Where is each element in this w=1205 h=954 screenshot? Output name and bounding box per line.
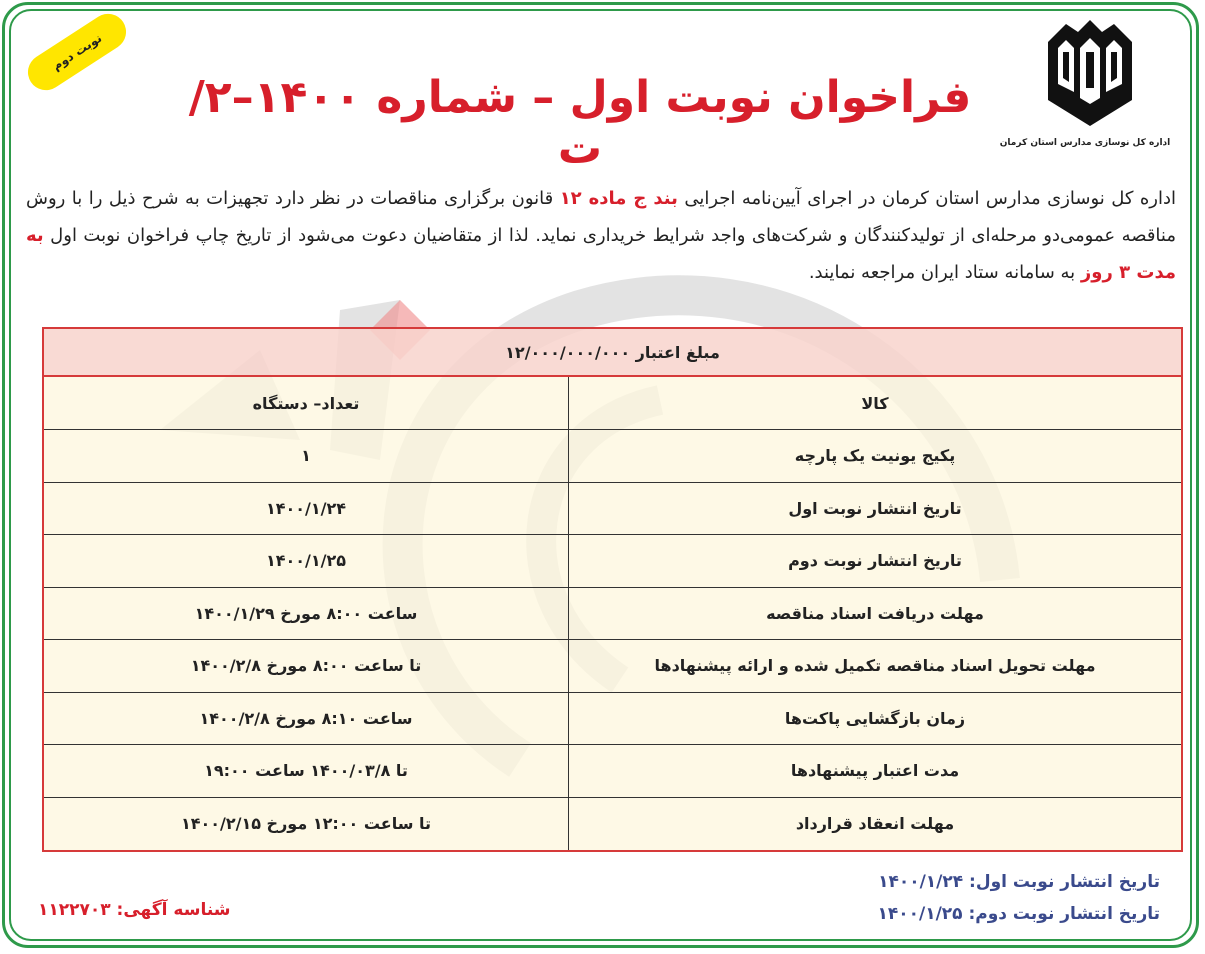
table-row: مهلت تحویل اسناد مناقصه تکمیل شده و ارائ… — [42, 639, 1183, 693]
table-cell-value: تا ۱۴۰۰/۰۳/۸ ساعت ۱۹:۰۰ — [42, 744, 569, 798]
intro-highlight-article: بند ج ماده ۱۲ — [559, 188, 678, 209]
table-cell-value: ۱۴۰۰/۱/۲۵ — [42, 534, 569, 588]
intro-highlight-duration: به مدت ۳ روز — [26, 225, 1176, 283]
table-cell-label: مدت اعتبار پیشنهادها — [568, 744, 1183, 798]
table-cell-label: تاریخ انتشار نوبت اول — [568, 481, 1183, 536]
intro-text: قانون برگزاری مناقصات در نظر دارد تجهیزا… — [26, 188, 1176, 246]
table-cell-label: پکیج یونیت یک پارچه — [568, 429, 1183, 483]
table-cell-label: زمان بازگشایی پاکت‌ها — [568, 691, 1183, 746]
ad-id: شناسه آگهی: ۱۱۲۲۷۰۳ — [38, 900, 231, 920]
table-cell-label: مهلت انعقاد قرارداد — [568, 796, 1183, 852]
table-row: مهلت انعقاد قرارداد تا ساعت ۱۲:۰۰ مورخ ۱۴… — [42, 796, 1183, 852]
table-row: تاریخ انتشار نوبت اول ۱۴۰۰/۱/۲۴ — [42, 481, 1183, 536]
table-cell-value: تا ساعت ۱۲:۰۰ مورخ ۱۴۰۰/۲/۱۵ — [42, 796, 569, 852]
table-cell-value: تا ساعت ۸:۰۰ مورخ ۱۴۰۰/۲/۸ — [42, 639, 569, 693]
table-cell-label: مهلت تحویل اسناد مناقصه تکمیل شده و ارائ… — [568, 639, 1183, 693]
organization-logo — [1048, 20, 1132, 126]
logo-caption: اداره کل نوسازی مدارس استان کرمان — [999, 138, 1171, 148]
table-row: مدت اعتبار پیشنهادها تا ۱۴۰۰/۰۳/۸ ساعت ۱۹… — [42, 744, 1183, 798]
column-header-item: کالا — [568, 375, 1183, 431]
table-row: زمان بازگشایی پاکت‌ها ساعت ۸:۱۰ مورخ ۱۴۰۰… — [42, 691, 1183, 746]
column-header-quantity: تعداد– دستگاه — [42, 375, 569, 431]
page-title: فراخوان نوبت اول – شماره ۱۴۰۰–۲/ت — [188, 72, 972, 174]
table-row: تاریخ انتشار نوبت دوم ۱۴۰۰/۱/۲۵ — [42, 534, 1183, 588]
table-row: مهلت دریافت اسناد مناقصه ساعت ۸:۰۰ مورخ ۱… — [42, 586, 1183, 641]
table-row: کالا تعداد– دستگاه — [42, 375, 1183, 431]
intro-paragraph: اداره کل نوسازی مدارس استان کرمان در اجر… — [26, 180, 1176, 291]
intro-text: اداره کل نوسازی مدارس استان کرمان در اجر… — [677, 188, 1177, 209]
table-cell-value: ۱۴۰۰/۱/۲۴ — [42, 481, 569, 536]
table-cell-value: ساعت ۸:۱۰ مورخ ۱۴۰۰/۲/۸ — [42, 691, 569, 746]
table-cell-label: تاریخ انتشار نوبت دوم — [568, 534, 1183, 588]
table-header-row: مبلغ اعتبار ۱۲/۰۰۰/۰۰۰/۰۰۰ — [42, 327, 1183, 377]
table-cell-value: ساعت ۸:۰۰ مورخ ۱۴۰۰/۱/۲۹ — [42, 586, 569, 641]
second-publish-date: تاریخ انتشار نوبت دوم: ۱۴۰۰/۱/۲۵ — [877, 904, 1160, 924]
table-cell-value: ۱ — [42, 429, 569, 483]
inner-frame — [9, 9, 1192, 941]
budget-header: مبلغ اعتبار ۱۲/۰۰۰/۰۰۰/۰۰۰ — [42, 327, 1183, 377]
first-publish-date: تاریخ انتشار نوبت اول: ۱۴۰۰/۱/۲۴ — [878, 872, 1160, 892]
table-cell-label: مهلت دریافت اسناد مناقصه — [568, 586, 1183, 641]
tender-table: مبلغ اعتبار ۱۲/۰۰۰/۰۰۰/۰۰۰ کالا تعداد– دس… — [42, 327, 1183, 852]
intro-text: به سامانه ستاد ایران مراجعه نمایند. — [808, 262, 1081, 283]
table-row: پکیج یونیت یک پارچه ۱ — [42, 429, 1183, 483]
publish-dates: تاریخ انتشار نوبت اول: ۱۴۰۰/۱/۲۴ تاریخ ا… — [877, 866, 1160, 930]
